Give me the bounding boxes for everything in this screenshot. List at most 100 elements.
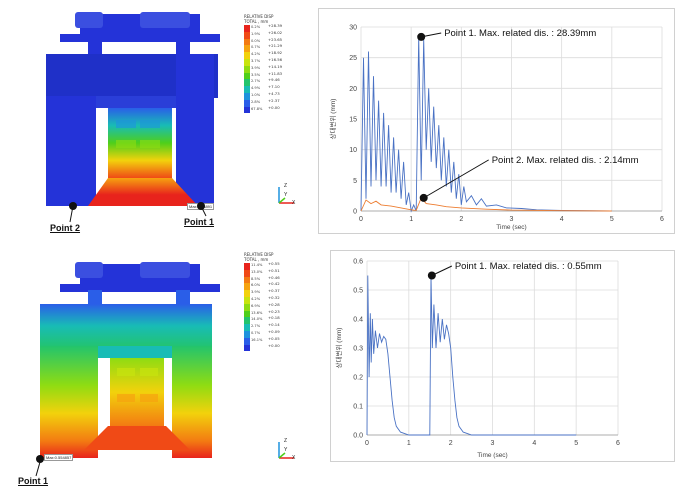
bottom-series-line-1 [366,275,577,436]
bottom-legend-swatch [244,310,250,318]
top-legend-swatch [244,52,250,59]
bottom-legend-value: +0.46 [268,274,280,280]
bottom-legend-swatch [244,317,250,325]
top-ytick-label: 5 [353,178,357,185]
top-legend-subtitle: TOTAL , mm [244,19,269,24]
top-legend-row: 0.7% +21.29 [244,43,282,53]
top-legend-swatch [244,45,250,53]
top-annotation-leader [423,159,489,199]
top-chart-svg: 0 5 10 15 20 25 30 0 1 2 3 4 5 6 Time (sec) 상대변위 (mm) Po… [328,25,664,232]
bottom-ytick-label: 0.1 [353,404,363,411]
bottom-legend-value: +0.00 [268,342,280,348]
top-legend-swatch [244,58,250,66]
bottom-xtick-label: 2 [449,440,453,447]
bottom-point-1-label: Point 1 [18,476,49,486]
bottom-ytick-label: 0.5 [353,288,363,295]
top-ytick-label: 30 [349,25,357,32]
top-ytick-label: 10 [349,147,357,154]
bottom-legend-subtitle: TOTAL , mm [244,257,269,262]
top-legend-rows: 0.2% +28.39 1.9% +26.02 0.0% +23.65 0.7% +21.29… [244,23,282,114]
top-legend-percent: 2.7% [251,79,261,84]
top-displacement-chart: 0 5 10 15 20 25 30 0 1 2 3 4 5 6 Time (sec) 상대변위 (mm) Po… [318,8,675,234]
bottom-legend-row: 4.2% +0.32 [244,295,280,304]
bottom-legend-row: 6.0% +0.42 [244,281,280,291]
bottom-legend-percent: 8.5% [251,276,261,281]
bottom-legend-percent: 4.2% [251,296,261,301]
top-legend-percent: 4.9% [251,86,261,91]
bottom-xtick-label: 4 [532,440,536,447]
bottom-chart-svg: 0.0 0.1 0.2 0.3 0.4 0.5 0.6 0 1 2 3 4 5 6 Time (sec) 상대… [334,259,620,460]
bottom-legend-row: 8.5% +0.46 [244,275,280,284]
top-axis-x: X [292,200,296,206]
top-legend-percent: 67.8% [251,106,263,111]
top-legend-value: +9.46 [268,77,280,83]
bottom-legend-swatch [244,263,250,270]
bottom-xtick-label: 1 [407,440,411,447]
bottom-legend-value: +0.32 [268,294,280,300]
bottom-xtick-label: 5 [574,440,578,447]
bottom-legend: RELATIVE DISP TOTAL , mm 11.4% +0.55 13.0%… [244,252,280,352]
top-point-2-label: Point 2 [50,223,81,233]
top-ytick-label: 25 [349,55,357,62]
top-legend-swatch [244,25,250,32]
bottom-legend-percent: 6.9% [251,303,261,308]
top-legend-row: 2.8% +2.37 [244,98,280,107]
bottom-annotation-text: Point 1. Max. related dis. : 0.55mm [455,261,602,272]
top-legend-row: 3.5% +11.83 [244,71,282,80]
bottom-ytick-label: 0.2 [353,375,363,382]
bottom-axis-y: Y [284,447,288,453]
bottom-legend-value: +0.09 [268,328,280,334]
top-legend-value: +14.19 [268,63,283,69]
bottom-displacement-chart: 0.0 0.1 0.2 0.3 0.4 0.5 0.6 0 1 2 3 4 5 6 Time (sec) 상대… [330,250,675,462]
top-xtick-label: 4 [560,216,564,223]
bottom-legend-rows: 11.4% +0.55 13.0% +0.51 8.5% +0.46 6.0% +0.42 3.… [244,261,280,352]
bottom-legend-value: +0.55 [268,261,280,266]
top-y-axis-label: 상대변위 (mm) [328,99,337,140]
top-axis-triad-icon [278,187,294,204]
top-legend-row: 0.0% +23.65 [244,37,282,46]
top-legend-value: +2.37 [268,97,280,103]
bottom-axis-x: X [292,455,296,461]
top-annotation-text: Point 2. Max. related dis. : 2.14mm [492,155,639,166]
bottom-legend-swatch [244,303,250,311]
top-legend-value: +16.56 [268,56,283,62]
top-point-leader-lines [69,205,207,223]
bottom-legend-percent: 3.9% [251,290,261,295]
top-legend-value: +4.73 [268,90,280,96]
top-series-line-1 [360,36,612,213]
top-legend-value: +28.39 [268,23,283,28]
top-legend-swatch [244,99,250,107]
top-legend-percent: 3.7% [251,58,261,63]
top-fea-panel: Max:28.3891 Point 2 Point 1 Z X Y RELATI… [0,0,310,240]
bottom-legend-percent: 13.0% [251,269,263,274]
top-legend-swatch [244,31,250,39]
bottom-legend-row: 6.9% +0.28 [244,302,280,311]
bottom-legend-percent: 11.4% [251,263,263,267]
top-legend-value: +0.00 [268,104,280,110]
bottom-fea-model-image [40,262,220,458]
top-xtick-label: 1 [409,216,413,223]
bottom-legend-value: +0.42 [268,281,280,287]
bottom-legend-percent: 16.1% [251,337,263,342]
bottom-ytick-label: 0.0 [353,433,363,440]
bottom-y-axis-label: 상대변위 (mm) [334,328,343,369]
bottom-legend-value: +0.28 [268,301,280,307]
bottom-xtick-label: 0 [365,440,369,447]
top-legend-swatch [244,92,250,100]
top-xtick-label: 5 [610,216,614,223]
top-legend-row: 0.2% +28.39 [244,23,282,32]
bottom-axis-triad-icon [278,442,294,459]
top-legend-value: +18.92 [268,50,283,56]
top-xtick-label: 3 [510,216,514,223]
bottom-legend-swatch [244,283,250,291]
bottom-axis-z: Z [284,438,288,444]
bottom-legend-row: 0.7% +0.09 [244,329,280,338]
bottom-x-axis-label: Time (sec) [477,452,507,459]
top-xtick-label: 6 [660,216,664,223]
bottom-legend-percent: 2.7% [251,324,261,329]
bottom-legend-percent: 0.7% [251,330,261,335]
top-annotation-text: Point 1. Max. related dis. : 28.39mm [444,28,596,39]
bottom-legend-percent: 6.0% [251,283,261,288]
top-legend-row: 3.7% +16.56 [244,57,282,66]
top-legend-swatch [244,72,250,80]
